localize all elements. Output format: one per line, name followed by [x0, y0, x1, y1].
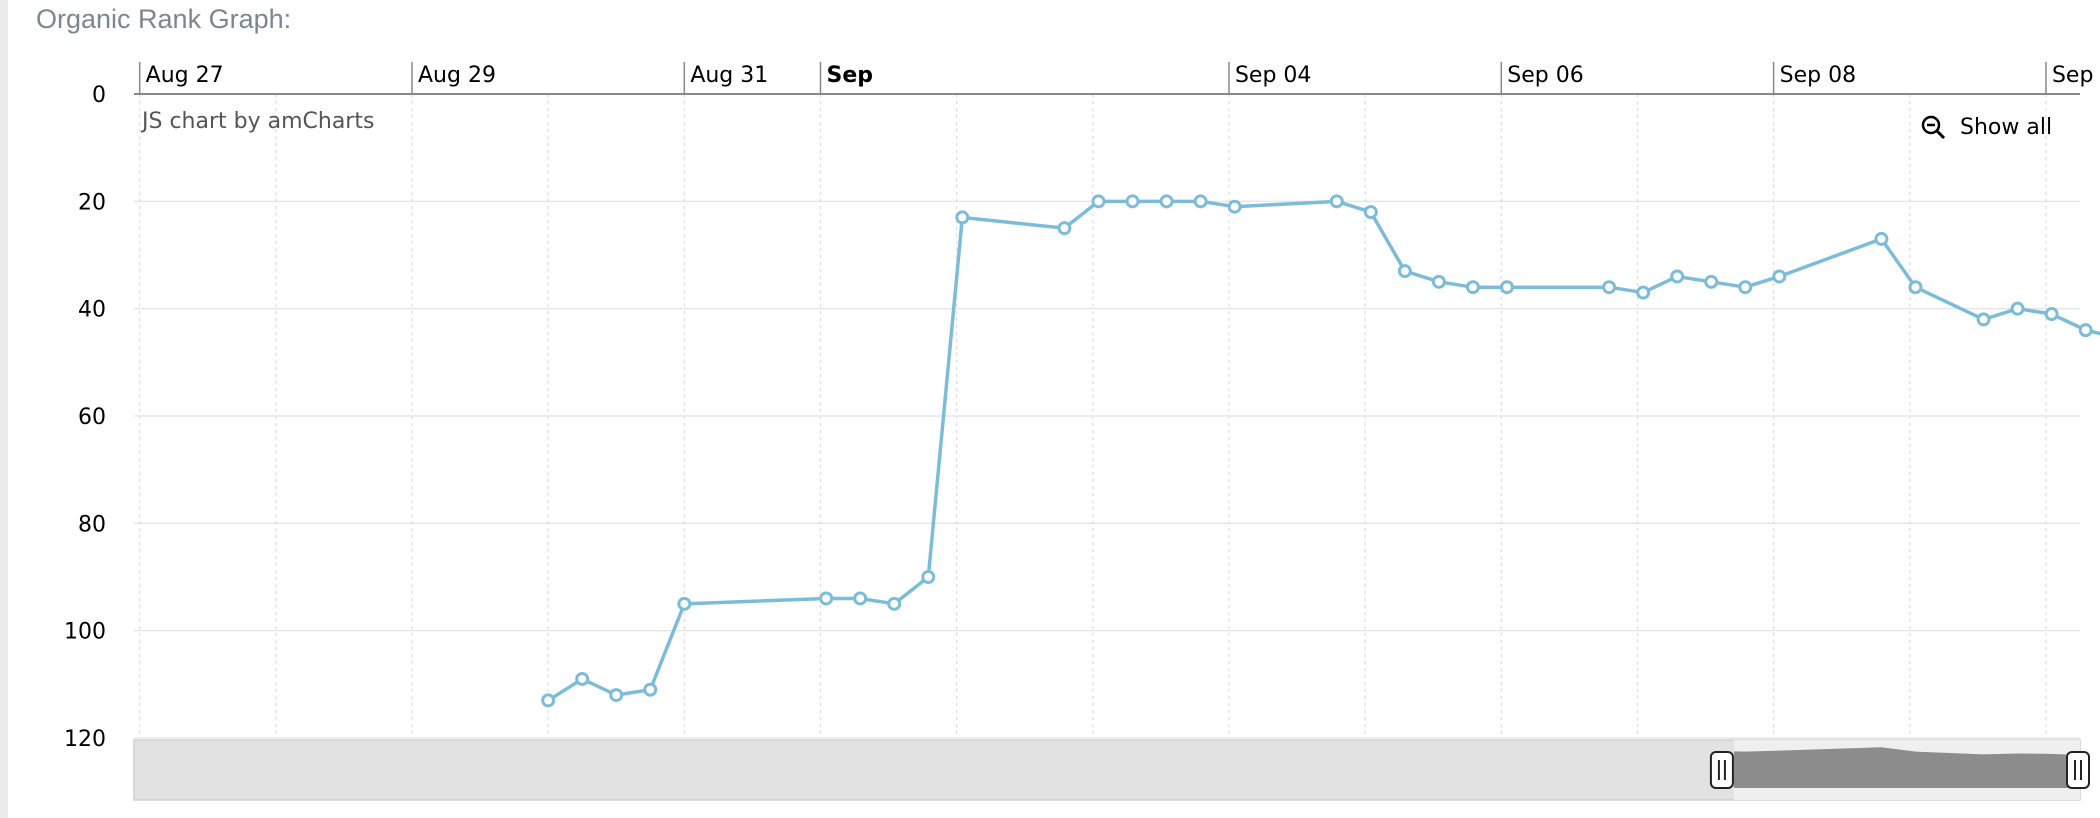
- x-tick-label: Sep 06: [1507, 63, 1583, 88]
- scrollbar-preview: [1733, 747, 2080, 788]
- data-point: [1091, 194, 1106, 209]
- y-tick-label: 60: [78, 405, 106, 430]
- chart-credit[interactable]: JS chart by amCharts: [140, 109, 374, 134]
- zoom-out-icon: [1921, 115, 1946, 140]
- y-tick-label: 80: [78, 512, 106, 537]
- data-point: [1227, 199, 1242, 214]
- y-tick-label: 100: [64, 620, 106, 645]
- y-axis-ticks: 0 20 40 60 80 100 120: [64, 83, 106, 752]
- data-point: [1874, 231, 1889, 246]
- left-rail: [0, 0, 8, 818]
- x-tick-label: Aug 31: [690, 63, 768, 88]
- series-layer: [541, 194, 2100, 708]
- data-point: [643, 682, 658, 697]
- data-point: [1636, 285, 1651, 300]
- data-point: [955, 210, 970, 225]
- grid-lines: [134, 94, 2080, 739]
- data-point: [1976, 312, 1991, 327]
- data-point: [1704, 274, 1719, 289]
- data-point: [541, 693, 556, 708]
- x-tick-label: Sep: [826, 63, 873, 88]
- x-tick-label: Aug 27: [146, 63, 224, 88]
- data-point: [1602, 280, 1617, 295]
- x-axis-ticks: Aug 27 Aug 29 Aug 31 Sep Sep 04 Sep 06 Sep 08 S…: [146, 63, 2100, 88]
- data-point: [2078, 323, 2093, 338]
- data-point: [1670, 269, 1685, 284]
- x-tick-label: Sep 08: [1780, 63, 1856, 88]
- data-point: [609, 688, 624, 703]
- data-point: [1363, 205, 1378, 220]
- data-point: [1431, 274, 1446, 289]
- y-tick-label: 20: [78, 190, 106, 215]
- page-title: Organic Rank Graph:: [36, 4, 292, 34]
- data-point: [921, 570, 936, 584]
- scrollbar-grip-left[interactable]: [1709, 751, 1734, 789]
- data-point: [2010, 301, 2025, 316]
- show-all-button[interactable]: Show all: [1921, 115, 2052, 140]
- data-point: [1329, 194, 1344, 209]
- x-tick-label: Sep 04: [1235, 63, 1311, 88]
- data-point: [1057, 221, 1072, 236]
- chart-scrollbar[interactable]: [133, 739, 2100, 801]
- x-tick-label: Sep 10: [2052, 63, 2100, 88]
- y-tick-label: 120: [64, 727, 106, 752]
- show-all-label: Show all: [1960, 115, 2052, 140]
- data-point: [1772, 269, 1787, 284]
- data-point: [853, 591, 868, 606]
- data-point: [1193, 194, 1208, 209]
- series-line: [547, 199, 2100, 702]
- y-tick-label: 0: [92, 83, 106, 108]
- x-tick-label: Aug 29: [418, 63, 496, 88]
- data-point: [1397, 264, 1412, 279]
- data-point: [1159, 194, 1174, 209]
- grip-handle[interactable]: [2066, 751, 2090, 789]
- data-point: [2044, 307, 2059, 322]
- data-point: [887, 596, 902, 611]
- y-tick-label: 40: [78, 298, 106, 323]
- scrollbar-grip-right[interactable]: [2066, 751, 2090, 789]
- grip-handle[interactable]: [1709, 751, 1734, 789]
- data-point: [819, 591, 834, 606]
- data-point: [1908, 280, 1923, 295]
- data-point: [575, 671, 590, 686]
- data-point: [1465, 280, 1480, 295]
- data-point: [677, 596, 692, 611]
- data-point: [1499, 280, 1514, 295]
- axes: [134, 62, 2080, 95]
- data-point: [1125, 194, 1140, 209]
- data-point: [1738, 280, 1753, 295]
